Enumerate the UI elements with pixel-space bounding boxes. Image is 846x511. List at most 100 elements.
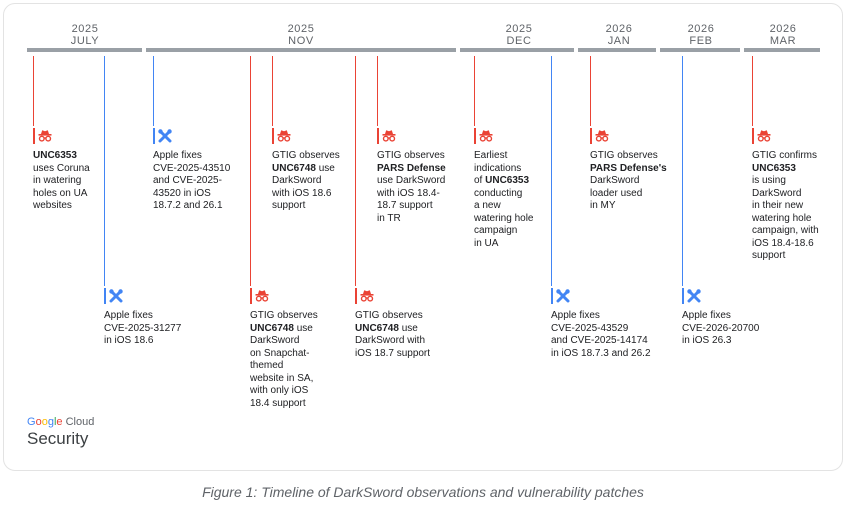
event-text-part: use (398, 322, 418, 334)
event-text-part: themed (250, 360, 284, 371)
event-text-part: a new (474, 200, 501, 211)
event-text-line: CVE-2025-31277 (104, 323, 214, 336)
month-jan: 2026 JAN (605, 23, 633, 47)
event-text-line: in iOS 18.7.3 and 26.2 (551, 348, 671, 361)
event-text-part: uses Coruna (33, 162, 90, 174)
event-text-line: watering hole (474, 213, 548, 226)
event-text-line: Apple fixes (682, 310, 782, 323)
event-text-line: conducting (474, 188, 548, 201)
event-text-part: campaign, with (752, 225, 819, 236)
event-text-line: and CVE-2025-14174 (551, 335, 671, 348)
event-text-part: campaign (474, 225, 518, 236)
connector-e8 (474, 56, 475, 126)
event-text-line: GTIG observes (250, 310, 350, 323)
timeline-card (3, 3, 843, 471)
event-text-part: indications (474, 162, 522, 174)
event-text-part: use DarkSword (377, 175, 446, 186)
event-text-part: CVE-2026-20700 (682, 322, 760, 334)
wrench-screwdriver-icon (104, 288, 123, 304)
event-text-part: of (474, 175, 486, 186)
event-text-part: PARS Defense (377, 162, 446, 174)
event-text-line: DarkSword (590, 175, 680, 188)
event-text-part: holes on UA (33, 187, 88, 199)
month-feb: 2026 FEB (687, 23, 715, 47)
event-text-part: in TR (377, 212, 401, 224)
event-text-part: 18.4 support (250, 397, 306, 409)
event-text-part: in MY (590, 200, 616, 211)
event-text-part: loader used (590, 187, 643, 199)
event-text-part: website in SA, (250, 372, 314, 384)
event-text-line: themed (250, 360, 350, 373)
event-text-part: GTIG observes (377, 150, 445, 161)
event-text-line: CVE-2026-20700 (682, 323, 782, 336)
event-text-line: campaign (474, 225, 548, 238)
event-e2: Apple fixes CVE-2025-31277 in iOS 18.6 (104, 288, 214, 348)
event-text-part: PARS Defense's (590, 162, 667, 174)
spy-icon (377, 128, 396, 144)
event-text-line: DarkSword (272, 175, 352, 188)
event-text-line: UNC6353 (33, 150, 101, 163)
event-text-part: UNC6748 (272, 162, 316, 174)
event-e12: GTIG confirms UNC6353 is using DarkSword in … (752, 128, 836, 263)
event-e9: Apple fixes CVE-2025-43529 and CVE-2025-14… (551, 288, 671, 360)
spy-icon (33, 128, 52, 144)
event-text-part: watering hole (752, 212, 812, 224)
spy-icon (752, 128, 771, 144)
event-text-line: GTIG observes (377, 150, 467, 163)
event-text-line: is using (752, 175, 836, 188)
event-text-part: 18.7 support (377, 200, 433, 211)
event-text-part: CVE-2025-31277 (104, 322, 182, 334)
logo-cloud: Cloud (62, 416, 95, 428)
event-text-line: DarkSword (250, 335, 350, 348)
axis-segment-mar (744, 48, 820, 52)
event-text-part: in watering (33, 175, 82, 186)
axis-segment-july (27, 48, 142, 52)
wrench-screwdriver-icon (551, 288, 570, 304)
event-text-line: with iOS 18.4- (377, 188, 467, 201)
axis-segment-nov (146, 48, 456, 52)
event-text-line: UNC6748 use (272, 163, 352, 176)
axis-segment-jan (578, 48, 656, 52)
event-text-part: conducting (474, 187, 523, 199)
event-text-line: GTIG observes (355, 310, 465, 323)
event-e1: UNC6353 uses Coruna in watering holes on UA… (33, 128, 101, 213)
event-e4: GTIG observes UNC6748 use DarkSword on Snap… (250, 288, 350, 410)
connector-e4 (250, 56, 251, 286)
connector-e3 (153, 56, 154, 126)
event-text-line: in TR (377, 213, 467, 226)
figure-caption: Figure 1: Timeline of DarkSword observat… (202, 484, 644, 500)
event-text-part: 18.7.2 and 26.1 (153, 200, 223, 211)
event-text-line: PARS Defense's (590, 163, 680, 176)
event-text-line: PARS Defense (377, 163, 467, 176)
event-text-line: CVE-2025-43510 (153, 163, 248, 176)
event-text-line: Apple fixes (104, 310, 214, 323)
event-text-line: website in SA, (250, 373, 350, 386)
event-text-line: UNC6748 use (250, 323, 350, 336)
event-text-part: iOS 18.4-18.6 (752, 237, 814, 249)
wrench-screwdriver-icon (153, 128, 172, 144)
logo-product: Security (27, 429, 89, 448)
event-text-line: CVE-2025-43529 (551, 323, 671, 336)
connector-e2 (104, 56, 105, 286)
event-text-line: use DarkSword (377, 175, 467, 188)
event-text-line: and CVE-2025- (153, 175, 248, 188)
google-cloud-security-logo: Google Cloud Security (27, 416, 94, 449)
event-text-part: in their new (752, 200, 804, 211)
event-text-part: in UA (474, 237, 499, 249)
event-text-line: UNC6353 (752, 163, 836, 176)
event-e10: GTIG observes PARS Defense's DarkSword load… (590, 128, 680, 213)
event-text-line: with only iOS (250, 385, 350, 398)
event-text-line: in iOS 26.3 (682, 335, 782, 348)
spy-icon (590, 128, 609, 144)
event-text-line: uses Coruna (33, 163, 101, 176)
connector-e1 (33, 56, 34, 126)
event-text-part: and CVE-2025-14174 (551, 335, 648, 346)
event-text-line: indications (474, 163, 548, 176)
event-text-line: 18.4 support (250, 398, 350, 411)
axis-segment-feb (660, 48, 740, 52)
connector-e7 (377, 56, 378, 126)
event-text-part: GTIG observes (272, 150, 340, 161)
event-text-part: is using (752, 175, 786, 186)
event-text-line: GTIG observes (590, 150, 680, 163)
event-text-part: UNC6748 (355, 322, 399, 334)
